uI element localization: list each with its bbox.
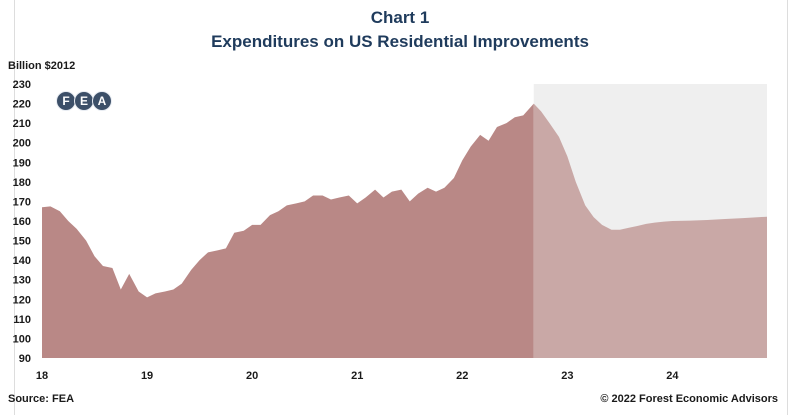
y-tick-label: 140 [13, 255, 31, 267]
x-tick-label: 20 [246, 370, 258, 382]
logo-letter-f: F [56, 91, 76, 111]
y-tick-label: 210 [13, 118, 31, 130]
y-tick-label: 200 [13, 138, 31, 150]
chart-title-block: Chart 1 Expenditures on US Residential I… [0, 6, 800, 54]
historical-area [42, 103, 534, 358]
x-tick-label: 21 [351, 370, 363, 382]
y-tick-label: 160 [13, 216, 31, 228]
y-tick-label: 220 [13, 99, 31, 111]
source-note: Source: FEA [8, 393, 75, 405]
y-tick-label: 90 [19, 353, 31, 365]
y-tick-label: 100 [13, 333, 31, 345]
copyright-note: © 2022 Forest Economic Advisors [600, 393, 778, 405]
y-tick-label: 130 [13, 275, 31, 287]
x-tick-label: 19 [141, 370, 153, 382]
y-tick-label: 190 [13, 157, 31, 169]
fea-logo: F E A [56, 91, 112, 111]
x-tick-label: 23 [561, 370, 573, 382]
frame-left-line [14, 0, 15, 415]
chart-title: Chart 1 [370, 8, 430, 27]
logo-letter-a: A [92, 91, 112, 111]
y-axis-unit-label: Billion $2012 [8, 60, 76, 72]
logo-letter-e: E [74, 91, 94, 111]
y-tick-label: 230 [13, 79, 31, 91]
x-tick-label: 24 [666, 370, 679, 382]
x-tick-label: 18 [36, 370, 48, 382]
y-tick-label: 120 [13, 294, 31, 306]
frame-right-line [787, 0, 788, 415]
x-tick-label: 22 [456, 370, 468, 382]
y-tick-label: 150 [13, 236, 31, 248]
y-tick-label: 170 [13, 196, 31, 208]
y-tick-label: 110 [13, 314, 31, 326]
chart-subtitle: Expenditures on US Residential Improveme… [211, 32, 589, 51]
y-tick-label: 180 [13, 177, 31, 189]
forecast-area [533, 103, 767, 358]
